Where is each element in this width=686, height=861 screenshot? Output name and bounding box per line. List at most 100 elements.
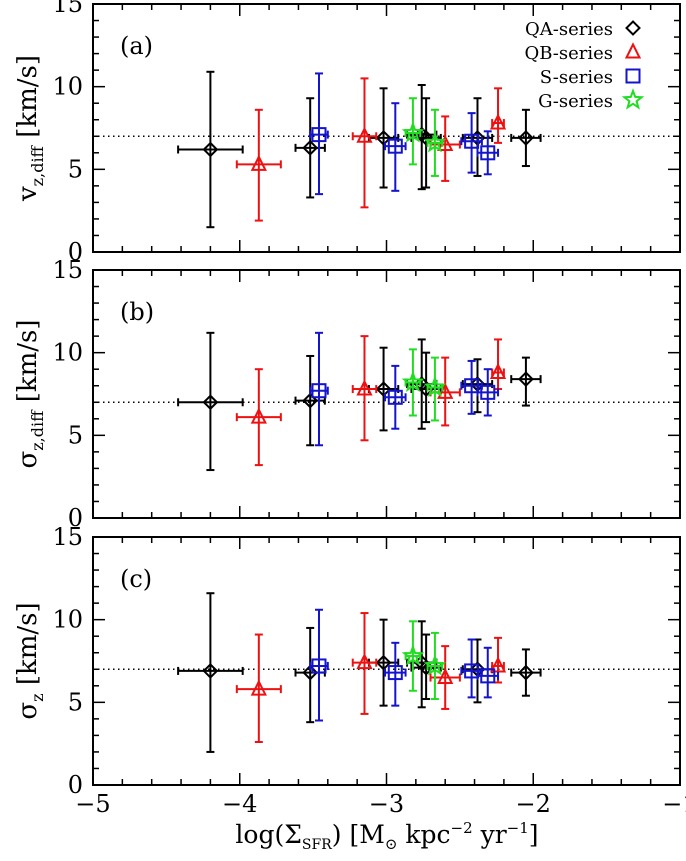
y-tick-label: 0 (68, 238, 83, 266)
y-tick-label: 5 (68, 688, 83, 716)
data-point-S (460, 112, 483, 174)
marker-triangle (489, 113, 507, 130)
panel-2: 0 5 10 15 (b) σz,diff [km/s] (13, 256, 681, 532)
legend-label: G-series (538, 91, 613, 112)
marker-diamond (202, 394, 219, 411)
legend: QA-series QB-series S-series G-series (524, 19, 645, 112)
data-point-S (476, 646, 500, 699)
marker-star (423, 375, 447, 398)
marker-triangle (356, 652, 373, 670)
data-point-G (401, 348, 425, 417)
marker-star (423, 131, 447, 153)
data-point-QB (235, 633, 282, 744)
data-point-S (384, 102, 407, 192)
data-point-QB (235, 368, 282, 467)
marker-star (401, 644, 425, 666)
data-point-QA (294, 354, 326, 447)
y-tick-label: 10 (52, 606, 83, 634)
y-tick-label: 5 (68, 421, 83, 449)
marker-triangle (437, 667, 454, 685)
y-axis-label: σz,diff [km/s] (13, 319, 47, 468)
data-point-S (309, 331, 329, 447)
data-point-QB (429, 645, 461, 710)
marker-square (464, 663, 480, 679)
marker-triangle (250, 679, 267, 696)
y-axis-label: σz [km/s] (13, 602, 47, 719)
marker-triangle (356, 126, 373, 143)
marker-diamond (517, 664, 534, 681)
data-point-S (476, 130, 500, 176)
marker-star (423, 654, 447, 676)
marker-square (464, 378, 480, 394)
marker-diamond (202, 663, 219, 679)
data-point-QB (489, 87, 507, 144)
data-point-G (401, 620, 425, 692)
marker-diamond (517, 371, 534, 388)
marker-diamond (418, 130, 435, 146)
data-point-G (423, 108, 447, 177)
data-point-S (460, 638, 483, 699)
data-point-G (423, 356, 447, 422)
data-point-S (476, 368, 500, 417)
marker-square (311, 658, 327, 674)
marker-triangle (356, 379, 373, 396)
data-point-QA (510, 356, 542, 407)
panel-label: (c) (120, 565, 152, 593)
y-tick-label: 15 (52, 0, 83, 18)
marker-diamond (375, 130, 392, 146)
y-axis-label: vz,diff [km/s] (13, 55, 47, 202)
marker-square (387, 138, 403, 154)
marker-square (464, 133, 480, 149)
data-point-QA (510, 108, 542, 168)
data-point-QA (177, 592, 244, 753)
panel-3: 0 5 10 15 (c) σz [km/s] (13, 523, 681, 799)
legend-marker-star (621, 88, 645, 110)
data-point-QA (294, 626, 326, 724)
marker-star (401, 370, 425, 393)
data-point-QB (489, 338, 507, 391)
plot-frame (92, 536, 681, 786)
data-point-G (401, 97, 425, 166)
legend-marker-diamond (625, 20, 641, 36)
legend-label: QB-series (524, 43, 613, 64)
data-point-S (309, 72, 329, 196)
marker-triangle (250, 407, 267, 424)
y-tick-label: 15 (52, 256, 83, 284)
data-point-S (460, 359, 483, 415)
data-point-S (309, 608, 329, 722)
marker-triangle (250, 154, 267, 171)
marker-diamond (302, 392, 319, 409)
data-point-S (384, 641, 407, 707)
marker-square (480, 384, 496, 400)
data-point-QB (351, 335, 378, 442)
marker-star (401, 121, 425, 143)
marker-diamond (302, 664, 319, 681)
marker-square (387, 665, 403, 681)
y-tick-label: 0 (68, 504, 83, 532)
marker-diamond (202, 141, 219, 158)
data-point-QB (351, 612, 378, 715)
marker-diamond (517, 130, 534, 146)
y-tick-label: 0 (68, 771, 83, 799)
marker-triangle (489, 656, 507, 673)
marker-square (311, 127, 327, 143)
data-point-QA (294, 97, 326, 199)
y-tick-label: 10 (52, 73, 83, 101)
marker-triangle (489, 362, 507, 380)
marker-diamond (375, 381, 392, 397)
data-point-S (384, 364, 407, 430)
data-point-QA (367, 87, 400, 189)
data-point-G (423, 631, 447, 701)
panel-1: 0 5 10 15 (a) vz,diff [km/s] QA-series QB-serie… (13, 0, 681, 266)
legend-marker-triangle (624, 42, 642, 59)
x-tick-label: −5 (75, 790, 110, 818)
y-tick-label: 5 (68, 155, 83, 183)
legend-label: S-series (540, 67, 613, 88)
y-tick-label: 15 (52, 523, 83, 551)
plot-frame (92, 3, 681, 253)
y-tick-label: 10 (52, 339, 83, 367)
x-tick-label: −4 (222, 790, 257, 818)
data-point-QA (177, 331, 244, 472)
legend-label: QA-series (525, 19, 613, 40)
legend-marker-square (625, 68, 641, 84)
